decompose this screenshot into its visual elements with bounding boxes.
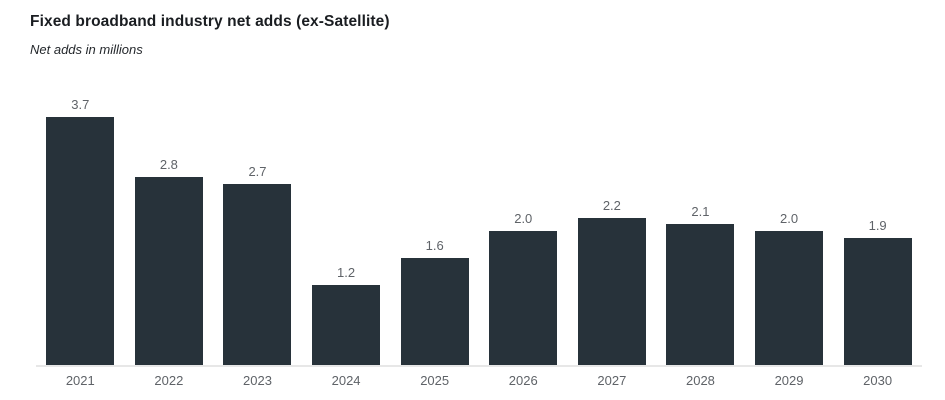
bar-value-label: 1.2 <box>337 265 356 280</box>
bar-value-label: 1.6 <box>425 238 444 253</box>
chart-title: Fixed broadband industry net adds (ex-Sa… <box>30 13 390 30</box>
bar-column: 3.7 <box>36 97 125 365</box>
chart-subtitle: Net adds in millions <box>30 42 143 57</box>
bar <box>312 285 381 365</box>
bar-column: 2.1 <box>656 97 745 365</box>
bar <box>489 231 558 365</box>
bar-column: 1.2 <box>302 97 391 365</box>
bar <box>46 117 115 365</box>
x-axis-label: 2022 <box>154 373 184 388</box>
bar-value-label: 2.0 <box>514 211 533 226</box>
x-axis-label: 2027 <box>597 373 627 388</box>
bar-value-label: 3.7 <box>71 97 90 112</box>
bar-column: 2.0 <box>745 97 834 365</box>
bar <box>134 177 203 365</box>
bar-column: 1.9 <box>833 97 922 365</box>
bar <box>755 231 824 365</box>
bar <box>666 224 735 365</box>
bar <box>223 184 292 365</box>
bar-value-label: 2.2 <box>602 198 621 213</box>
bar-column: 2.8 <box>125 97 214 365</box>
bar-value-label: 1.9 <box>868 218 887 233</box>
bar-column: 2.0 <box>479 97 568 365</box>
bar-column: 2.7 <box>213 97 302 365</box>
x-axis-label: 2025 <box>420 373 450 388</box>
x-axis-label: 2030 <box>863 373 893 388</box>
bar <box>843 238 912 365</box>
x-axis: 2021 2022 2023 2024 2025 2026 2027 2028 2029 2030 <box>36 373 922 388</box>
bar <box>577 218 646 365</box>
x-axis-label: 2028 <box>685 373 715 388</box>
bar <box>400 258 469 365</box>
x-axis-label: 2026 <box>508 373 538 388</box>
bar-column: 2.2 <box>568 97 657 365</box>
plot-area: 3.7 2.8 2.7 1.2 1.6 2.0 2.2 2.1 2.0 1.9 <box>36 97 922 367</box>
x-axis-label: 2023 <box>243 373 272 388</box>
bar-value-label: 2.8 <box>159 157 178 172</box>
bar-value-label: 2.1 <box>691 204 710 219</box>
bar-column: 1.6 <box>390 97 479 365</box>
bar-value-label: 2.7 <box>248 164 267 179</box>
x-axis-label: 2024 <box>331 373 361 388</box>
bar-value-label: 2.0 <box>780 211 799 226</box>
x-axis-label: 2029 <box>774 373 804 388</box>
x-axis-label: 2021 <box>65 373 95 388</box>
